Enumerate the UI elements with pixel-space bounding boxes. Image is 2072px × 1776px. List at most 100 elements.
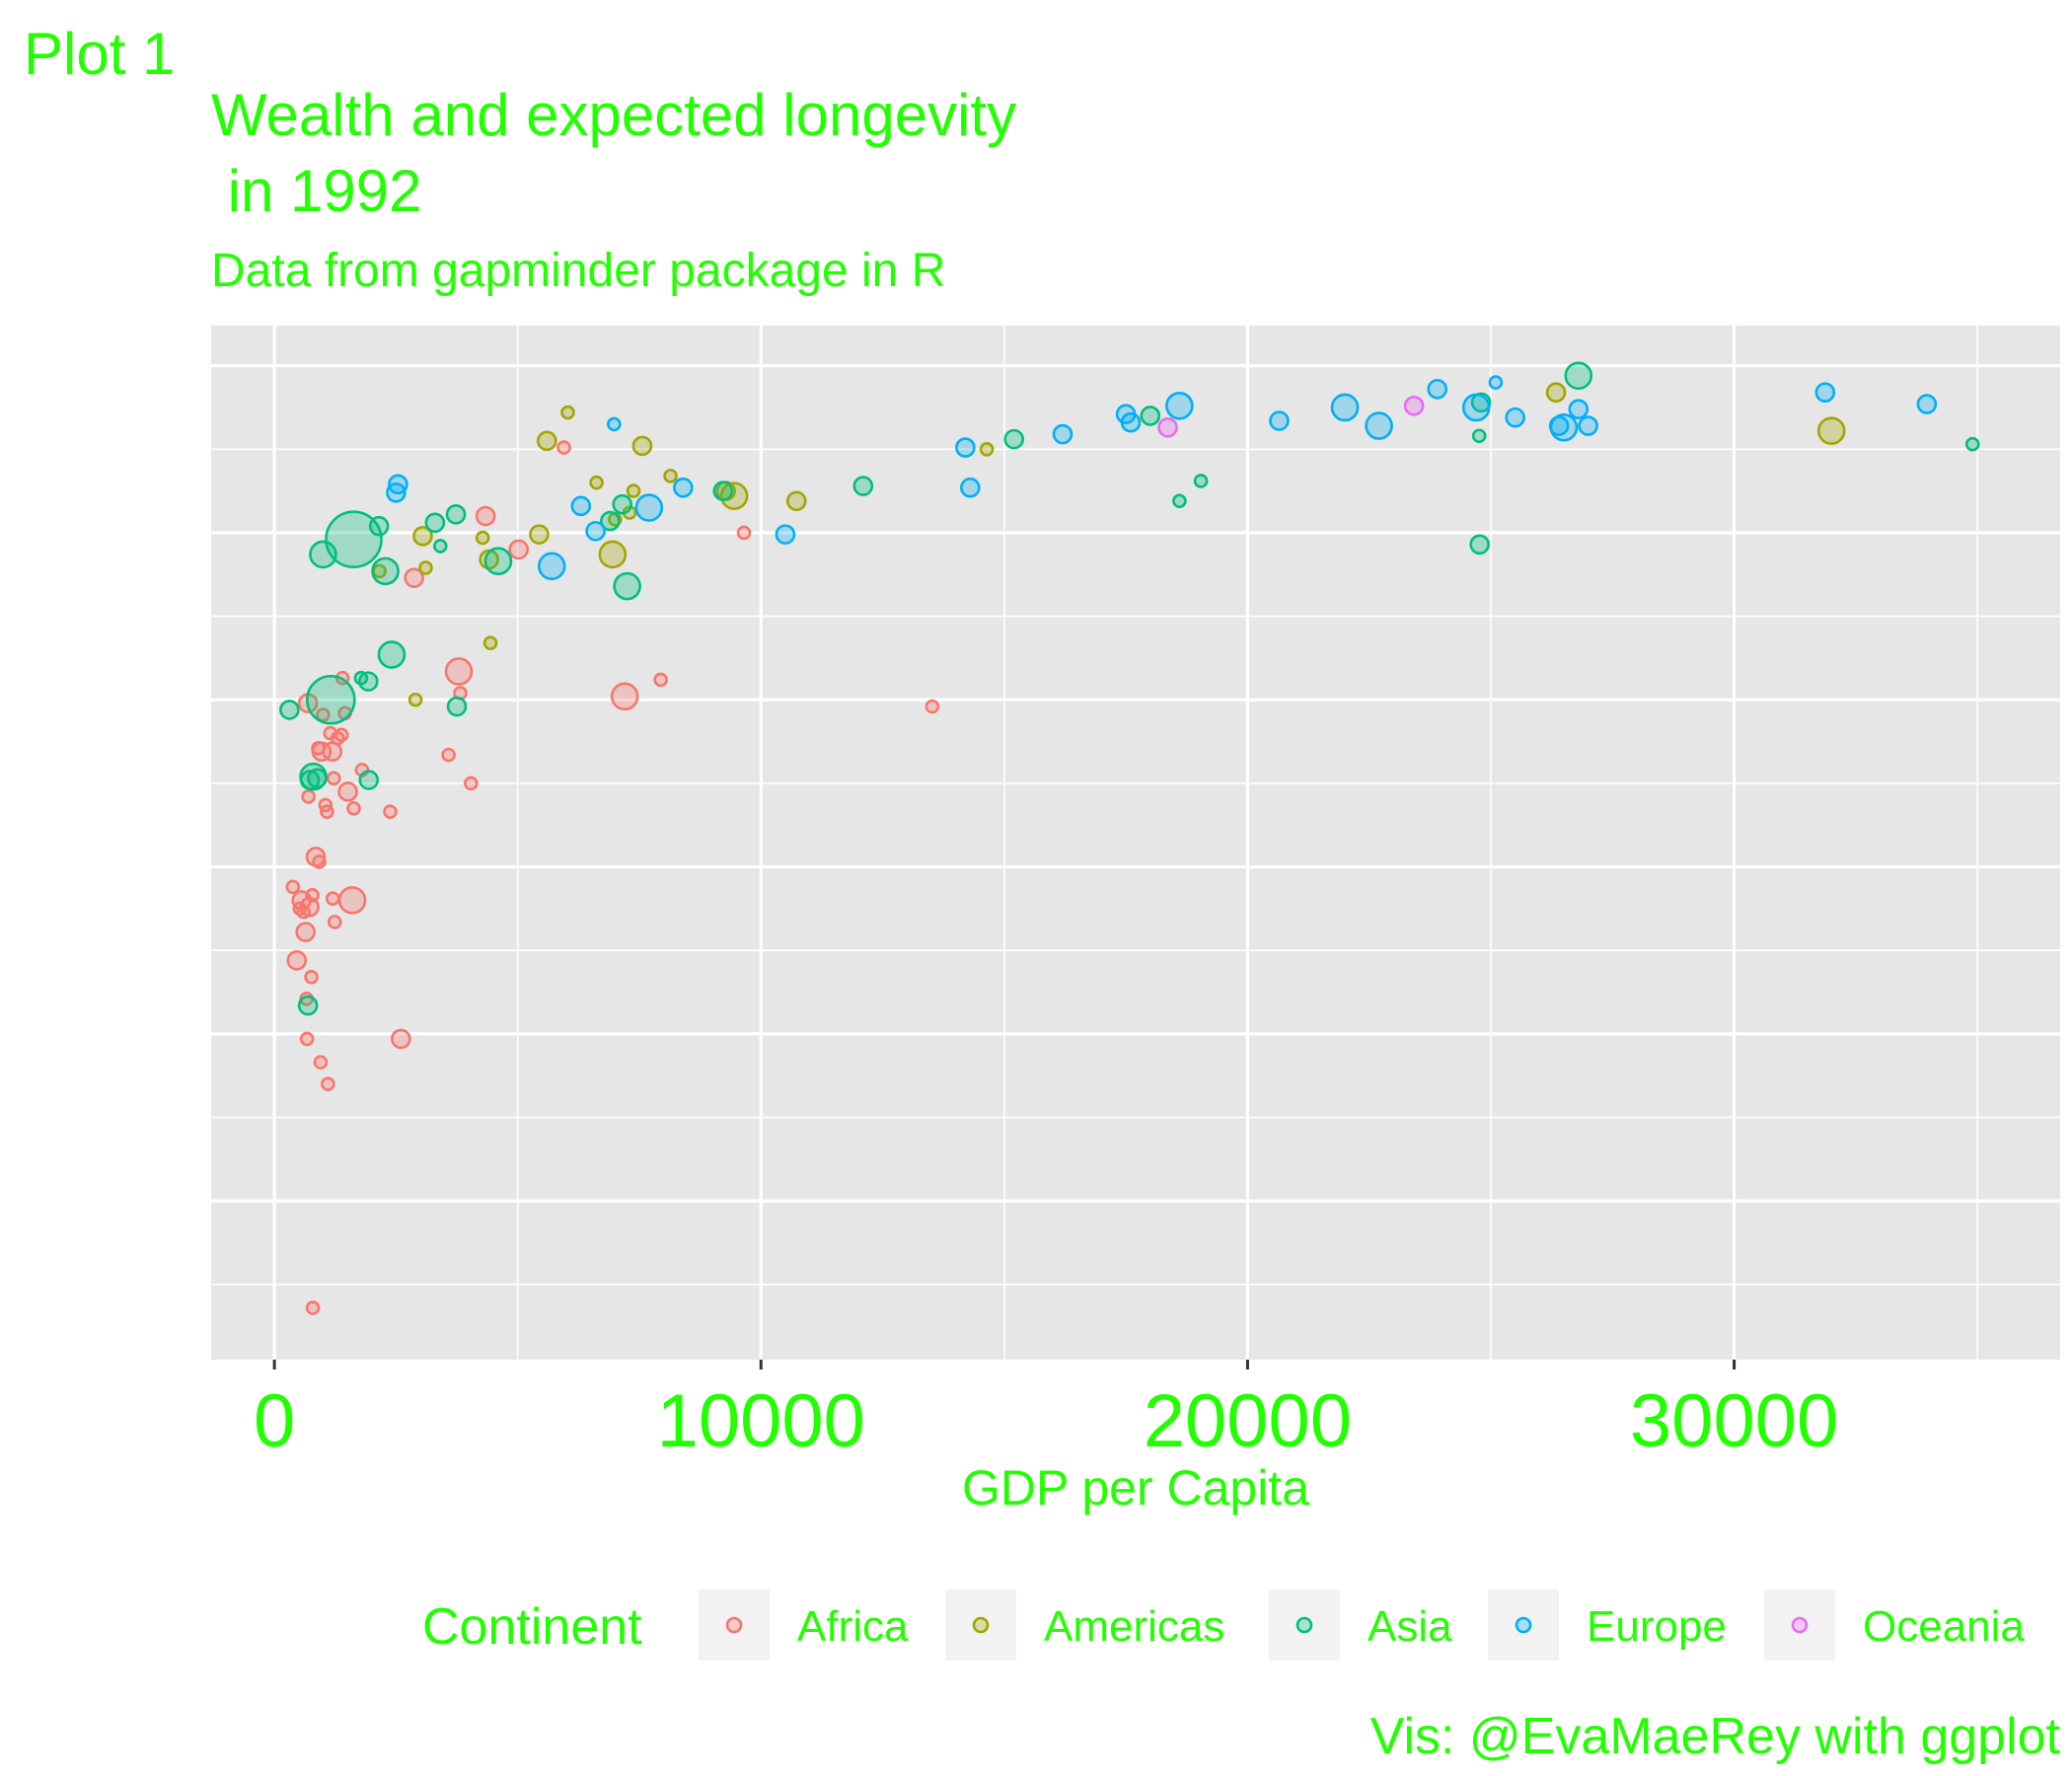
data-point bbox=[327, 915, 342, 929]
data-point bbox=[955, 437, 976, 458]
data-point bbox=[634, 493, 664, 522]
legend-label: Oceania bbox=[1863, 1602, 2025, 1651]
data-point bbox=[424, 512, 446, 534]
data-point bbox=[775, 524, 796, 545]
legend-label: Africa bbox=[797, 1602, 909, 1651]
data-point bbox=[663, 469, 678, 483]
x-axis-ticks: 0 10000 20000 30000 bbox=[254, 1360, 1838, 1463]
data-point bbox=[1140, 406, 1161, 426]
data-point bbox=[295, 922, 316, 942]
plot-tag: Plot 1 bbox=[24, 21, 175, 87]
x-tick-label: 0 bbox=[254, 1379, 295, 1463]
data-point bbox=[445, 504, 467, 525]
data-point bbox=[1814, 382, 1836, 404]
legend-title: Continent bbox=[422, 1598, 642, 1656]
data-point bbox=[653, 672, 668, 688]
data-point bbox=[483, 547, 513, 576]
series-oceania bbox=[1157, 395, 1425, 438]
data-point bbox=[301, 789, 316, 804]
data-point bbox=[279, 700, 300, 720]
data-point bbox=[312, 854, 327, 869]
data-point bbox=[1003, 428, 1025, 450]
data-point bbox=[612, 493, 633, 515]
data-point bbox=[357, 671, 379, 692]
data-point bbox=[852, 476, 874, 496]
legend-marker bbox=[725, 1616, 743, 1634]
data-point bbox=[325, 510, 383, 569]
grid-lines bbox=[211, 326, 2060, 1360]
data-point bbox=[418, 560, 433, 575]
legend-key bbox=[1764, 1590, 1835, 1661]
legend-key bbox=[1488, 1590, 1559, 1661]
data-point bbox=[1330, 393, 1360, 422]
data-point bbox=[346, 800, 361, 816]
data-point bbox=[299, 896, 320, 918]
data-point bbox=[1964, 436, 1980, 452]
chart-title-line-1: Wealth and expected longevity bbox=[211, 82, 1016, 148]
data-point bbox=[337, 781, 358, 802]
legend-entry-oceania: Oceania bbox=[1764, 1590, 2025, 1661]
data-point bbox=[560, 405, 575, 420]
data-point bbox=[585, 520, 606, 542]
data-point bbox=[1403, 395, 1425, 416]
series-africa bbox=[285, 440, 940, 1315]
data-points bbox=[279, 361, 1980, 1315]
x-tick-label: 20000 bbox=[1144, 1379, 1352, 1463]
data-point bbox=[1172, 493, 1187, 509]
data-point bbox=[475, 530, 490, 546]
series-americas bbox=[372, 382, 1846, 707]
data-point bbox=[444, 657, 474, 686]
data-point bbox=[321, 1076, 335, 1091]
data-point bbox=[432, 539, 448, 554]
data-point bbox=[383, 804, 398, 819]
data-point bbox=[325, 891, 340, 907]
data-point bbox=[610, 682, 639, 711]
chart-title-line-2: in 1992 bbox=[211, 158, 422, 224]
data-point bbox=[508, 539, 529, 560]
data-point bbox=[320, 804, 334, 819]
data-point bbox=[1578, 415, 1598, 436]
data-point bbox=[1505, 407, 1525, 428]
data-point bbox=[736, 525, 752, 541]
data-point bbox=[407, 692, 423, 707]
legend-label: Americas bbox=[1044, 1602, 1224, 1651]
series-asia bbox=[279, 361, 1980, 1016]
legend-entry-americas: Americas bbox=[945, 1590, 1224, 1661]
data-point bbox=[1193, 474, 1209, 488]
legend-key bbox=[945, 1590, 1016, 1661]
data-point bbox=[1488, 375, 1504, 390]
legend-key bbox=[1269, 1590, 1340, 1661]
data-point bbox=[285, 879, 301, 895]
legend-label: Europe bbox=[1587, 1602, 1727, 1651]
data-point bbox=[1461, 393, 1491, 422]
data-point bbox=[570, 495, 592, 517]
data-point bbox=[464, 776, 479, 791]
data-point bbox=[589, 475, 604, 490]
data-point bbox=[1469, 534, 1490, 555]
data-point bbox=[305, 1300, 321, 1315]
plot-panel bbox=[211, 326, 2060, 1360]
legend-marker bbox=[1295, 1616, 1313, 1634]
data-point bbox=[1471, 428, 1487, 444]
x-axis-label: GDP per Capita bbox=[962, 1460, 1309, 1516]
data-point bbox=[979, 441, 995, 457]
data-point bbox=[673, 477, 694, 498]
data-point bbox=[333, 727, 349, 743]
data-point bbox=[600, 510, 621, 532]
data-point bbox=[1052, 423, 1073, 445]
data-point bbox=[358, 770, 380, 790]
data-point bbox=[925, 699, 940, 714]
data-point bbox=[337, 886, 367, 915]
data-point bbox=[297, 995, 319, 1016]
data-point bbox=[1564, 361, 1593, 391]
data-point bbox=[371, 556, 400, 586]
legend-label: Asia bbox=[1368, 1602, 1452, 1651]
series-europe bbox=[386, 375, 1938, 581]
data-point bbox=[598, 540, 628, 569]
data-point bbox=[1916, 394, 1938, 414]
data-point bbox=[446, 696, 468, 717]
data-point bbox=[1165, 391, 1194, 420]
data-point bbox=[388, 474, 408, 495]
x-tick-label: 10000 bbox=[657, 1379, 865, 1463]
data-point bbox=[785, 490, 807, 512]
